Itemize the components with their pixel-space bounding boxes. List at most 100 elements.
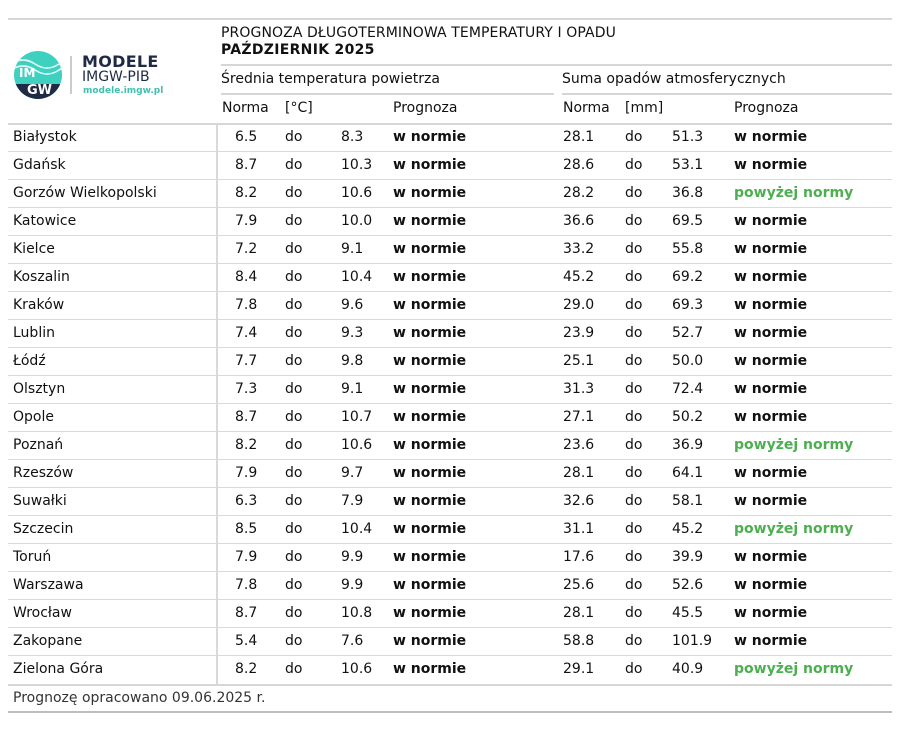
temp-norm-from: 7.9 <box>235 549 258 565</box>
temp-norm-to: 9.1 <box>341 241 364 257</box>
precip-norm-do: do <box>625 521 643 537</box>
table-row: Zakopane 5.4 do 7.6 w normie 58.8 do 101.9 w nor… <box>0 628 900 656</box>
temp-forecast: w normie <box>393 493 467 509</box>
precip-norm-from: 25.6 <box>563 577 595 593</box>
row-divider <box>8 347 892 348</box>
precip-norm-to: 53.1 <box>672 157 704 173</box>
precip-norm-from: 31.1 <box>563 521 595 537</box>
table-row: Toruń 7.9 do 9.9 w normie 17.6 do 39.9 w normie <box>0 544 900 572</box>
row-divider <box>8 655 892 656</box>
precip-forecast: powyżej normy <box>734 185 854 201</box>
precip-norm-do: do <box>625 549 643 565</box>
row-divider <box>8 263 892 264</box>
temp-norm-from: 8.2 <box>235 661 258 677</box>
precip-forecast: powyżej normy <box>734 521 854 537</box>
precip-forecast: w normie <box>734 353 808 369</box>
row-divider <box>8 487 892 488</box>
temp-forecast: w normie <box>393 521 467 537</box>
temp-norm-to: 10.6 <box>341 437 373 453</box>
temp-forecast: w normie <box>393 241 467 257</box>
table-row: Łódź 7.7 do 9.8 w normie 25.1 do 50.0 w normie <box>0 348 900 376</box>
precip-norm-from: 31.3 <box>563 381 595 397</box>
temp-norm-from: 6.5 <box>235 129 258 145</box>
group-temperature: Średnia temperatura powietrza <box>221 71 440 87</box>
temp-norm-from: 6.3 <box>235 493 258 509</box>
temp-norm-do: do <box>285 577 303 593</box>
temp-norm-do: do <box>285 269 303 285</box>
precip-norm-from: 33.2 <box>563 241 595 257</box>
precip-norm-do: do <box>625 381 643 397</box>
precip-norm-to: 101.9 <box>672 633 713 649</box>
table-row: Katowice 7.9 do 10.0 w normie 36.6 do 69.5 w nor… <box>0 208 900 236</box>
city-name: Szczecin <box>13 521 74 537</box>
temp-norm-from: 7.9 <box>235 213 258 229</box>
precip-norm-from: 32.6 <box>563 493 595 509</box>
col-precip-unit: [mm] <box>625 100 664 116</box>
city-column-divider <box>216 124 218 685</box>
temp-norm-do: do <box>285 661 303 677</box>
temp-forecast: w normie <box>393 297 467 313</box>
row-divider <box>8 627 892 628</box>
precip-norm-from: 28.1 <box>563 129 595 145</box>
precip-norm-do: do <box>625 185 643 201</box>
page-subtitle: PAŹDZIERNIK 2025 <box>221 42 375 58</box>
temp-norm-do: do <box>285 549 303 565</box>
temp-norm-from: 8.7 <box>235 409 258 425</box>
temp-forecast: w normie <box>393 157 467 173</box>
precip-norm-do: do <box>625 493 643 509</box>
table-row: Olsztyn 7.3 do 9.1 w normie 31.3 do 72.4 w normi… <box>0 376 900 404</box>
temp-norm-do: do <box>285 409 303 425</box>
footer-note: Prognozę opracowano 09.06.2025 r. <box>13 690 266 706</box>
temp-norm-from: 5.4 <box>235 633 258 649</box>
temp-norm-do: do <box>285 129 303 145</box>
precip-norm-to: 72.4 <box>672 381 704 397</box>
temp-norm-from: 7.8 <box>235 297 258 313</box>
temp-norm-do: do <box>285 493 303 509</box>
logo-url[interactable]: modele.imgw.pl <box>83 86 164 96</box>
row-divider <box>8 179 892 180</box>
table-row: Białystok 6.5 do 8.3 w normie 28.1 do 51.3 w nor… <box>0 124 900 152</box>
row-divider <box>8 459 892 460</box>
precip-forecast: w normie <box>734 325 808 341</box>
temp-norm-do: do <box>285 437 303 453</box>
row-divider <box>8 599 892 600</box>
title-rule <box>221 64 892 66</box>
table-bottom-rule <box>8 684 892 686</box>
precip-norm-do: do <box>625 409 643 425</box>
temp-norm-to: 9.9 <box>341 549 364 565</box>
precip-norm-from: 23.6 <box>563 437 595 453</box>
col-temp-norma: Norma <box>222 100 269 116</box>
temp-norm-from: 8.2 <box>235 437 258 453</box>
precip-forecast: powyżej normy <box>734 661 854 677</box>
precip-norm-do: do <box>625 661 643 677</box>
col-temp-unit: [°C] <box>285 100 313 116</box>
city-name: Poznań <box>13 437 64 453</box>
row-divider <box>8 207 892 208</box>
temp-forecast: w normie <box>393 409 467 425</box>
table-row: Gdańsk 8.7 do 10.3 w normie 28.6 do 53.1 w normi… <box>0 152 900 180</box>
temp-norm-from: 8.4 <box>235 269 258 285</box>
city-name: Rzeszów <box>13 465 74 481</box>
precip-norm-to: 52.6 <box>672 577 704 593</box>
temp-norm-do: do <box>285 241 303 257</box>
precip-forecast: w normie <box>734 213 808 229</box>
precip-norm-do: do <box>625 269 643 285</box>
temp-norm-do: do <box>285 213 303 229</box>
precip-norm-do: do <box>625 325 643 341</box>
precip-norm-to: 51.3 <box>672 129 704 145</box>
table-row: Lublin 7.4 do 9.3 w normie 23.9 do 52.7 w normie <box>0 320 900 348</box>
temp-norm-from: 7.3 <box>235 381 258 397</box>
precip-forecast: w normie <box>734 493 808 509</box>
col-temp-prognoza: Prognoza <box>393 100 458 116</box>
precip-forecast: w normie <box>734 633 808 649</box>
city-name: Olsztyn <box>13 381 66 397</box>
temp-norm-to: 9.3 <box>341 325 364 341</box>
col-precip-prognoza: Prognoza <box>734 100 799 116</box>
row-divider <box>8 375 892 376</box>
temp-norm-from: 7.9 <box>235 465 258 481</box>
table-row: Gorzów Wielkopolski 8.2 do 10.6 w normie 28.2… <box>0 180 900 208</box>
temp-forecast: w normie <box>393 577 467 593</box>
city-name: Lublin <box>13 325 55 341</box>
row-divider <box>8 571 892 572</box>
precip-norm-from: 28.2 <box>563 185 595 201</box>
